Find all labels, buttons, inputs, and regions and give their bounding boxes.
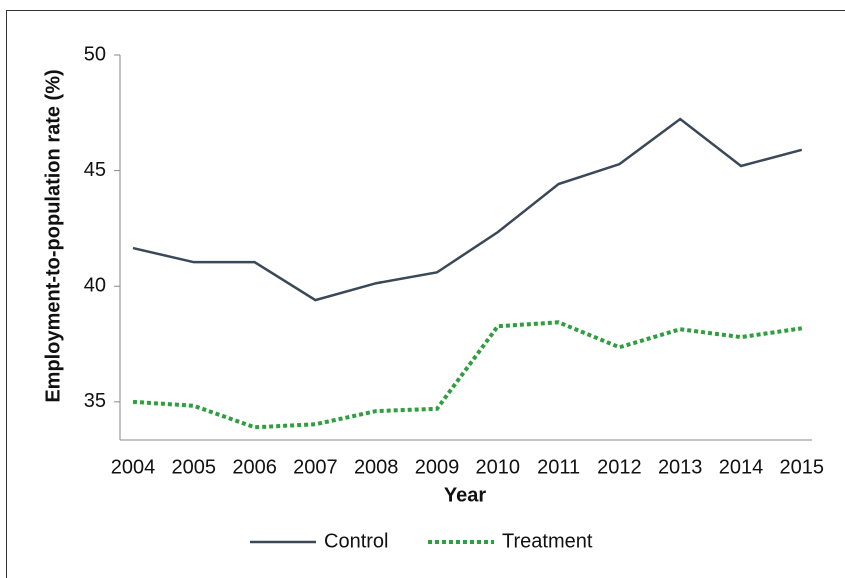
y-tick-label: 40: [84, 275, 106, 297]
y-tick-label: 35: [84, 390, 106, 412]
x-tick-label: 2013: [658, 456, 703, 478]
x-tick-label: 2010: [476, 456, 521, 478]
line-1: [132, 320, 803, 430]
frame: [6, 10, 845, 578]
x-tick-label: 2006: [232, 456, 277, 478]
x-tick-label: 2015: [780, 456, 825, 478]
x-tick-label: 2011: [537, 456, 580, 478]
x-tick-label: 2004: [111, 456, 156, 478]
x-tick-label: 2007: [293, 456, 338, 478]
x-tick-label: 2005: [172, 456, 217, 478]
x-tick-label: 2008: [354, 456, 399, 478]
x-axis-title: Year: [444, 484, 486, 506]
y-axis-title: Employment-to-population rate (%): [42, 69, 64, 402]
x-tick-label: 2012: [597, 456, 642, 478]
legend-label: Treatment: [502, 530, 593, 552]
y-tick-label: 50: [84, 43, 106, 65]
legend-label: Control: [324, 530, 388, 552]
x-tick-label: 2014: [719, 456, 764, 478]
line-0: [132, 117, 803, 302]
y-tick-label: 45: [84, 159, 106, 181]
x-tick-label: 2009: [415, 456, 460, 478]
